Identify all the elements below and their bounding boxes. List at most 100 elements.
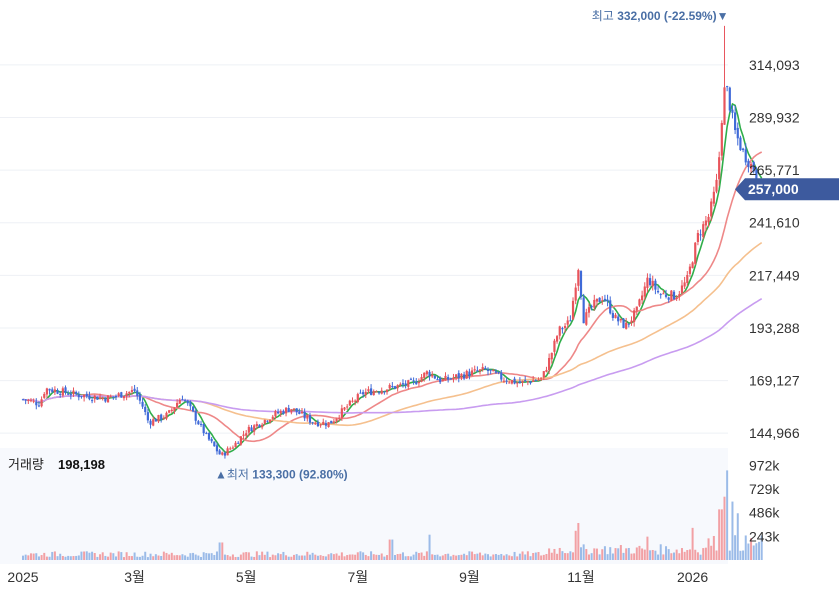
volume-bar xyxy=(431,554,434,560)
volume-bar xyxy=(734,535,737,560)
volume-bar xyxy=(561,551,564,560)
candle-body xyxy=(346,406,349,408)
volume-bar xyxy=(306,551,309,560)
volume-bar xyxy=(239,554,242,560)
candle-body xyxy=(455,374,458,377)
volume-bar xyxy=(455,555,458,560)
volume-bar xyxy=(603,546,606,560)
volume-bar xyxy=(433,554,436,560)
candle-body xyxy=(704,220,707,226)
candle-body xyxy=(316,421,320,427)
volume-bar xyxy=(43,552,46,560)
volume-bar xyxy=(654,550,657,560)
volume-bar xyxy=(269,557,272,560)
low-annotation-marker: ▲ xyxy=(215,468,227,482)
volume-bar xyxy=(388,539,391,560)
volume-bar xyxy=(208,553,210,560)
volume-bar xyxy=(359,551,362,560)
candle-body xyxy=(284,407,288,414)
candle-body xyxy=(633,310,636,322)
candle-body xyxy=(439,377,442,383)
volume-bar xyxy=(457,555,460,560)
volume-bar xyxy=(545,553,548,560)
volume-bar xyxy=(726,470,729,560)
volume-bar xyxy=(707,538,710,560)
candle-body xyxy=(298,411,301,414)
volume-bar xyxy=(40,555,43,560)
candle-body xyxy=(218,450,221,455)
volume-bar xyxy=(728,550,731,560)
volume-bar xyxy=(542,554,545,560)
current-price-label: 257,000 xyxy=(748,181,799,197)
candle-body xyxy=(292,408,296,410)
current-price-badge: 257,000 xyxy=(735,178,839,201)
volume-tick-label: 243k xyxy=(749,528,780,544)
volume-bar xyxy=(362,552,365,560)
candle-body xyxy=(130,390,134,392)
candle-body xyxy=(582,297,585,324)
volume-bar xyxy=(194,554,197,560)
low-annotation-prefix: 최저 xyxy=(227,468,249,482)
volume-bar xyxy=(301,555,303,560)
candle-body xyxy=(752,161,755,172)
volume-bar xyxy=(585,549,588,560)
candle-body xyxy=(239,436,242,445)
volume-bar xyxy=(383,556,386,560)
volume-bar xyxy=(221,542,224,560)
volume-bar xyxy=(447,553,450,560)
volume-bar xyxy=(247,552,250,560)
volume-bar xyxy=(611,553,614,560)
candle-body xyxy=(279,411,282,414)
volume-bar xyxy=(617,548,620,560)
volume-bar xyxy=(595,548,598,560)
candle-body xyxy=(619,318,622,321)
volume-bar xyxy=(750,538,753,560)
volume-bar xyxy=(290,556,293,560)
candle-body xyxy=(138,394,142,401)
candle-body xyxy=(755,169,758,180)
candle-body xyxy=(77,394,80,398)
volume-bar xyxy=(27,555,30,560)
candle-body xyxy=(250,427,253,432)
candle-body xyxy=(338,417,341,419)
volume-bar xyxy=(704,547,707,560)
candle-body xyxy=(186,400,189,404)
candle-body xyxy=(385,389,389,393)
candle-body xyxy=(194,410,197,421)
volume-bar xyxy=(476,553,479,560)
volume-bar xyxy=(237,556,240,560)
volume-bar xyxy=(96,556,99,560)
candle-body xyxy=(601,300,604,302)
candle-body xyxy=(24,399,27,401)
volume-bar xyxy=(641,548,644,560)
candle-body xyxy=(396,385,399,389)
candle-body xyxy=(364,391,367,395)
candle-body xyxy=(537,379,540,381)
volume-bar xyxy=(330,553,333,560)
volume-bar xyxy=(742,550,745,560)
time-tick-label: 3월 xyxy=(124,569,145,585)
volume-tick-label: 729k xyxy=(749,481,780,497)
volume-bar xyxy=(710,545,713,560)
price-axis: 144,966 169,127 193,288 217,449 241,610 265,7… xyxy=(749,57,800,441)
volume-bar xyxy=(500,553,503,560)
volume-bar xyxy=(569,551,572,560)
candle-body xyxy=(484,367,487,370)
candle-body xyxy=(431,374,434,377)
candle-body xyxy=(481,367,484,370)
volume-bar xyxy=(29,553,32,560)
gridlines xyxy=(0,64,728,434)
volume-bar xyxy=(378,554,381,560)
volume-bar xyxy=(521,551,524,560)
volume-tick-label: 486k xyxy=(749,505,780,521)
candlesticks xyxy=(21,25,763,459)
candle-body xyxy=(356,394,359,403)
candle-body xyxy=(399,383,402,385)
volume-bar xyxy=(739,550,742,560)
volume-bar xyxy=(104,555,107,560)
low-annotation-text: ▲최저 133,300 (92.80%) xyxy=(215,468,348,482)
volume-bar xyxy=(146,557,149,560)
ma-120-line xyxy=(22,298,763,414)
candle-body xyxy=(51,389,54,392)
volume-bar xyxy=(492,554,495,560)
